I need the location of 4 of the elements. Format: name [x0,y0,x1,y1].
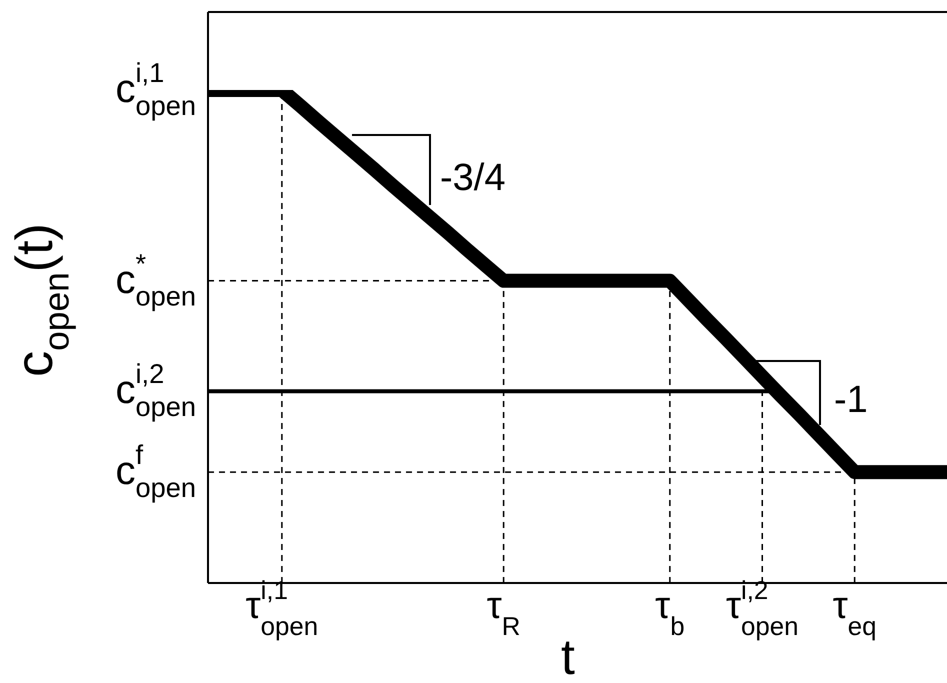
annotation: -1 [834,379,868,421]
y-axis-title: copen(t) [6,223,77,377]
x-axis-title: t [561,629,576,683]
annotation: -3/4 [440,157,506,199]
